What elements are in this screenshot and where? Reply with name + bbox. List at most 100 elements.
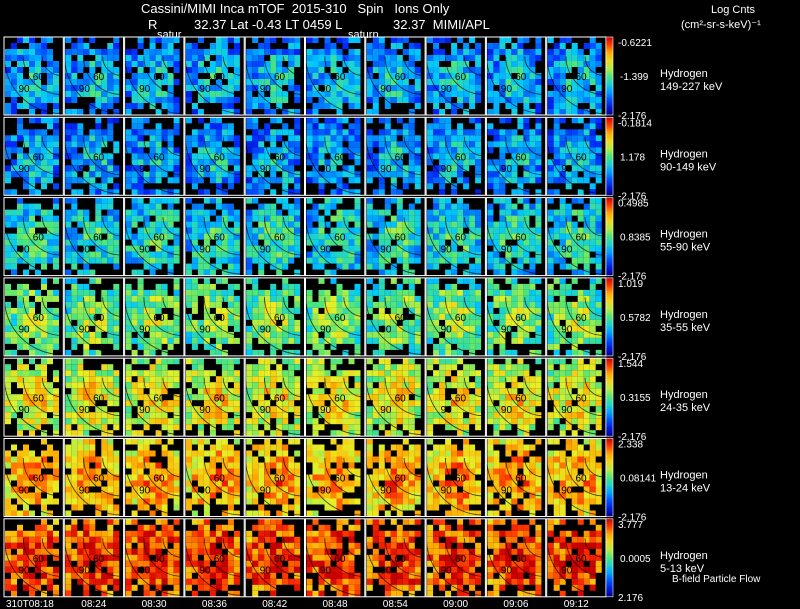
heatmap-cell <box>559 251 566 258</box>
heatmap-cell <box>276 153 283 160</box>
heatmap-cell <box>559 37 566 43</box>
heatmap-cell <box>523 49 530 55</box>
heatmap-cell <box>77 177 84 184</box>
heatmap-cell <box>65 147 72 154</box>
heatmap-cell <box>336 313 343 320</box>
heatmap-cell <box>348 400 355 407</box>
heatmap-cell <box>137 239 144 246</box>
heatmap-cell <box>191 215 198 222</box>
heatmap-cell <box>35 91 41 97</box>
heatmap-cell <box>227 388 234 395</box>
heatmap-cell <box>517 370 524 377</box>
heatmap-cell <box>276 331 283 338</box>
heatmap-cell <box>258 257 265 264</box>
heatmap-cell <box>89 400 96 407</box>
heatmap-cell <box>29 388 35 395</box>
heatmap-cell <box>384 319 391 326</box>
heatmap-cell <box>372 283 379 290</box>
heatmap-cell <box>469 343 476 350</box>
angle-contour <box>83 136 122 176</box>
heatmap-cell <box>427 141 434 148</box>
angle-contour <box>124 217 182 275</box>
heatmap-cell <box>559 412 566 419</box>
heatmap-cell <box>493 43 500 49</box>
heatmap-cell <box>29 79 35 85</box>
heatmap-cell <box>264 325 271 332</box>
heatmap-cell <box>137 203 144 210</box>
heatmap-cell <box>77 376 84 383</box>
heatmap-cell <box>288 209 295 216</box>
heatmap-cell <box>475 388 482 395</box>
heatmap-cell <box>53 227 59 234</box>
heatmap-cell <box>143 221 150 228</box>
heatmap-cell <box>227 337 234 344</box>
heatmap-cell <box>5 307 11 314</box>
heatmap-cell <box>155 400 162 407</box>
heatmap-cell <box>408 319 415 326</box>
angle-label: 60 <box>214 313 226 324</box>
heatmap-cell <box>282 325 289 332</box>
heatmap-cell <box>131 269 138 276</box>
heatmap-cell <box>372 61 379 67</box>
heatmap-cell <box>475 165 482 172</box>
heatmap-cell <box>252 189 259 196</box>
heatmap-cell <box>354 343 361 350</box>
heatmap-cell <box>173 424 180 431</box>
heatmap-cell <box>348 79 355 85</box>
heatmap-cell <box>35 394 41 401</box>
angle-label: 60 <box>274 393 286 404</box>
heatmap-cell <box>451 129 458 136</box>
heatmap-cell <box>197 129 204 136</box>
heatmap-cell <box>149 67 156 73</box>
heatmap-cell <box>354 221 361 228</box>
heatmap-cell <box>366 221 373 228</box>
heatmap-cell <box>523 364 530 371</box>
heatmap-cell <box>47 55 53 61</box>
heatmap-cell <box>143 424 150 431</box>
heatmap-cell <box>83 263 90 270</box>
heatmap-cell <box>252 430 259 437</box>
heatmap-cell <box>589 197 596 204</box>
heatmap-cell <box>402 37 409 43</box>
angle-label: 60 <box>93 313 105 324</box>
heatmap-cell <box>258 376 265 383</box>
heatmap-cell <box>348 97 355 103</box>
heatmap-cell <box>499 376 506 383</box>
heatmap-cell <box>336 307 343 314</box>
heatmap-cell <box>306 376 313 383</box>
heatmap-cell <box>215 358 222 365</box>
heatmap-cell <box>390 135 397 142</box>
heatmap-cell <box>246 239 253 246</box>
heatmap-cell <box>113 227 120 234</box>
heatmap-cell <box>83 79 90 85</box>
heatmap-cell <box>173 257 180 264</box>
heatmap-cell <box>547 239 554 246</box>
heatmap-cell <box>77 418 84 425</box>
heatmap-cell <box>149 49 156 55</box>
heatmap-cell <box>77 388 84 395</box>
heatmap-cell <box>577 159 584 166</box>
heatmap-cell <box>107 117 114 124</box>
heatmap-cell <box>390 301 397 308</box>
heatmap-cell <box>53 424 59 431</box>
heatmap-cell <box>149 221 156 228</box>
heatmap-cell <box>396 313 403 320</box>
heatmap-cell <box>276 165 283 172</box>
panel-border <box>365 197 426 277</box>
heatmap-cell <box>246 215 253 222</box>
heatmap-cell <box>384 171 391 178</box>
heatmap-cell <box>475 159 482 166</box>
heatmap-cell <box>288 325 295 332</box>
heatmap-cell <box>469 221 476 228</box>
heatmap-cell <box>131 215 138 222</box>
heatmap-cell <box>197 177 204 184</box>
heatmap-cell <box>35 67 41 73</box>
heatmap-cell <box>71 189 78 196</box>
heatmap-cell <box>197 159 204 166</box>
heatmap-cell <box>173 245 180 252</box>
heatmap-cell <box>451 91 458 97</box>
heatmap-cell <box>53 215 59 222</box>
heatmap-cell <box>408 349 415 356</box>
